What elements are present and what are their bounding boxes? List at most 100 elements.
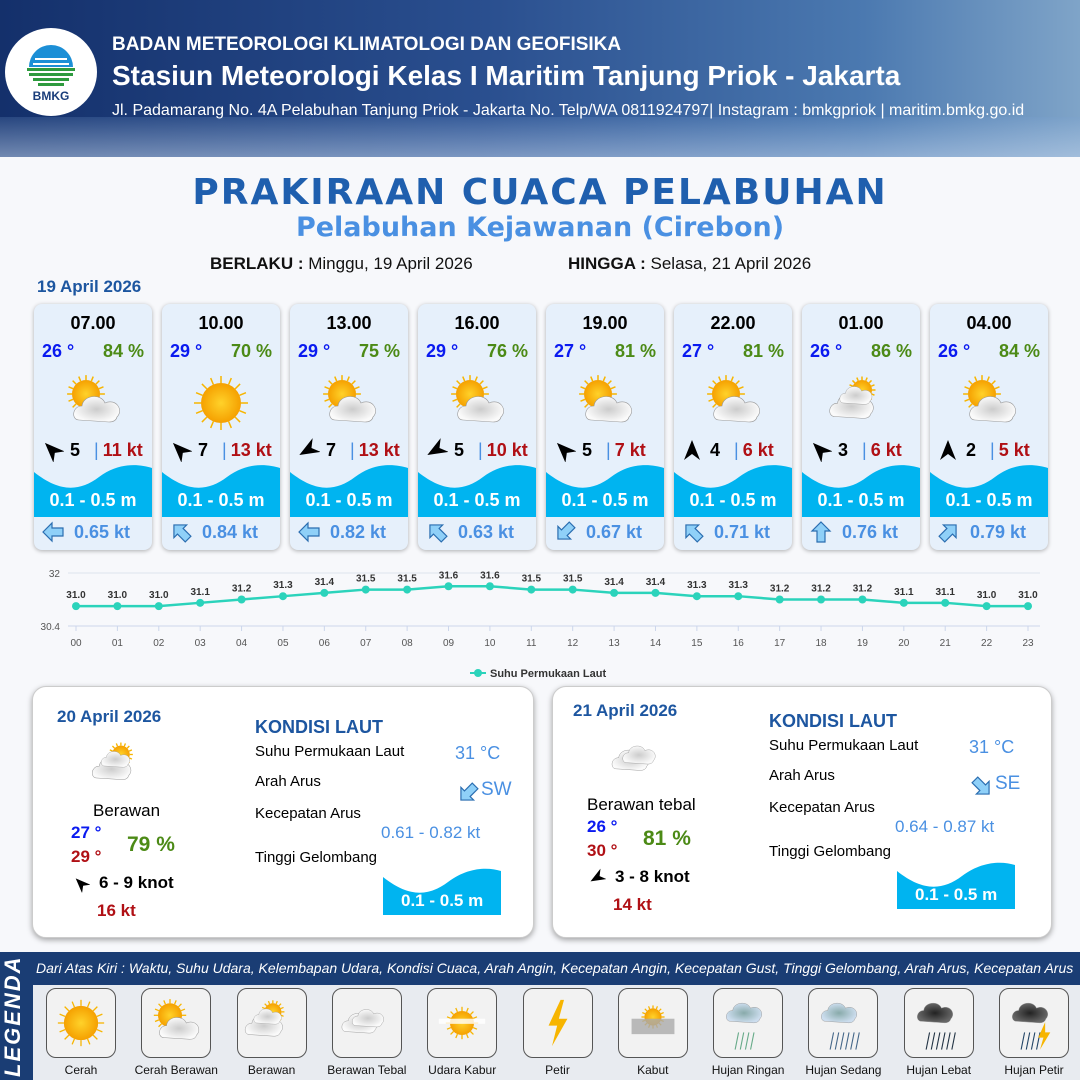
data-point (651, 588, 660, 597)
humidity: 76 % (486, 341, 528, 361)
current-direction-label: Arah Arus (769, 767, 835, 784)
legend-item: Berawan (229, 988, 315, 1077)
data-label: 31.2 (853, 584, 873, 595)
header-banner: BMKG BADAN METEOROLOGI KLIMATOLOGI DAN G… (0, 0, 1080, 157)
wind-direction-icon (40, 438, 65, 463)
gust: 16 kt (97, 901, 136, 920)
legend-label: Petir (545, 1063, 570, 1077)
air-temperature: 29 ° (170, 341, 203, 361)
legend-label: Hujan Petir (1004, 1063, 1064, 1077)
x-tick-label: 08 (402, 638, 414, 649)
forecast-time: 16.00 (454, 313, 500, 333)
wind-direction-icon (808, 438, 833, 463)
gust-speed: | 6 kt (862, 440, 902, 460)
x-tick-label: 03 (195, 638, 207, 649)
legend-item: Hujan Lebat (896, 988, 982, 1077)
current-direction-icon (40, 520, 66, 544)
current-direction-icon (455, 781, 481, 810)
gust-speed: | 7 kt (606, 440, 646, 460)
weather-petir-icon (522, 988, 593, 1058)
temp-min: 26 ° (587, 817, 618, 836)
temp-max: 30 ° (587, 841, 618, 860)
forecast-card: 01.00 26 ° 86 % 3 | 6 kt 0.1 - 0.5 m 0.76 kt (802, 304, 920, 550)
data-label: 31.3 (273, 580, 293, 591)
gust-value: 13 kt (358, 440, 400, 460)
legend-label: Udara Kabur (428, 1063, 497, 1077)
wind-direction-icon (680, 438, 704, 462)
legend-label: Cerah (64, 1063, 98, 1077)
x-tick-label: 18 (815, 638, 827, 649)
sst-label: Suhu Permukaan Laut (255, 743, 405, 760)
data-label: 31.6 (439, 570, 459, 581)
data-label: 31.0 (108, 590, 128, 601)
data-point (899, 598, 908, 607)
wave-shape (674, 462, 792, 517)
data-label: 31.4 (604, 577, 624, 588)
data-point (154, 602, 163, 611)
weather-cerah-berawan-icon (570, 368, 640, 438)
wind-speed: 5 (582, 440, 593, 460)
wave-height: 0.1 - 0.5 m (401, 891, 484, 910)
data-point (568, 585, 577, 594)
current-speed: 0.82 kt (330, 522, 387, 542)
forecast-time: 04.00 (966, 313, 1012, 333)
sst-value: 31 °C (455, 743, 501, 763)
current-speed: 0.61 - 0.82 kt (381, 823, 481, 842)
data-point (775, 595, 784, 604)
gust-speed: | 10 kt (478, 440, 528, 460)
weather-cerah-icon (186, 368, 256, 438)
forecast-time: 13.00 (326, 313, 372, 333)
wave-height: 0.1 - 0.5 m (561, 490, 649, 510)
legend-item: Udara Kabur (419, 988, 505, 1077)
legend: LEGENDA Dari Atas Kiri : Waktu, Suhu Uda… (0, 952, 1080, 1080)
port-name: Pelabuhan Kejawanan (Cirebon) (295, 212, 785, 243)
x-tick-label: 01 (112, 638, 124, 649)
air-temperature: 27 ° (682, 341, 715, 361)
data-label: 31.2 (770, 584, 790, 595)
day-panel: 20 April 2026 Berawan 27 ° 29 ° 79 % 6 - 9 kn… (32, 686, 534, 938)
wave-shape (897, 861, 1015, 914)
legend-label: Berawan Tebal (327, 1063, 407, 1077)
legend-item: Hujan Sedang (800, 988, 886, 1077)
data-point (610, 588, 619, 597)
data-point (734, 592, 743, 601)
day-date: 20 April 2026 (57, 707, 162, 726)
wind-direction-icon (72, 875, 91, 897)
weather-cerah-berawan-icon (698, 368, 768, 438)
legend-label: Hujan Sedang (805, 1063, 882, 1077)
x-tick-label: 00 (70, 638, 82, 649)
wind-speed: 4 (710, 440, 721, 460)
wave-shape (930, 462, 1048, 517)
legend-item: Cerah Berawan (133, 988, 219, 1077)
data-label: 31.0 (977, 590, 997, 601)
page-title: PRAKIRAAN CUACA PELABUHAN (192, 172, 888, 213)
legend-marker (474, 669, 482, 677)
data-point (196, 598, 205, 607)
org-name: BADAN METEOROLOGI KLIMATOLOGI DAN GEOFIS… (112, 34, 622, 55)
temp-max: 29 ° (71, 847, 102, 866)
current-speed-label: Kecepatan Arus (769, 799, 875, 816)
forecast-card: 04.00 26 ° 84 % 2 | 5 kt 0.1 - 0.5 m 0.79 kt (930, 304, 1048, 550)
wind-direction-icon (168, 438, 193, 463)
weather-cerah-icon (46, 988, 116, 1058)
weather-hujan-sedang-icon (808, 988, 879, 1058)
wind-range: 3 - 8 knot (615, 867, 690, 886)
forecast-card: 07.00 26 ° 84 % 5 | 11 kt 0.1 - 0.5 m 0.65 kt (34, 304, 152, 550)
current-direction-icon (168, 520, 194, 544)
humidity: 84 % (102, 341, 144, 361)
data-label: 31.5 (563, 574, 583, 585)
data-label: 31.2 (811, 584, 831, 595)
gust-speed: | 5 kt (990, 440, 1030, 460)
legend-label: Hujan Lebat (906, 1063, 972, 1077)
sea-condition-title: KONDISI LAUT (769, 711, 897, 731)
station-address: Jl. Padamarang No. 4A Pelabuhan Tanjung … (112, 102, 1025, 119)
forecast-date: 19 April 2026 (37, 277, 142, 296)
x-tick-label: 12 (567, 638, 579, 649)
data-label: 31.0 (149, 590, 169, 601)
weather-hujan-lebat-icon (903, 988, 974, 1058)
data-point (361, 585, 370, 594)
data-point (858, 595, 867, 604)
legend-label: Hujan Ringan (711, 1063, 785, 1077)
sst-label: Suhu Permukaan Laut (769, 737, 919, 754)
gust-value: 6 kt (870, 440, 902, 460)
